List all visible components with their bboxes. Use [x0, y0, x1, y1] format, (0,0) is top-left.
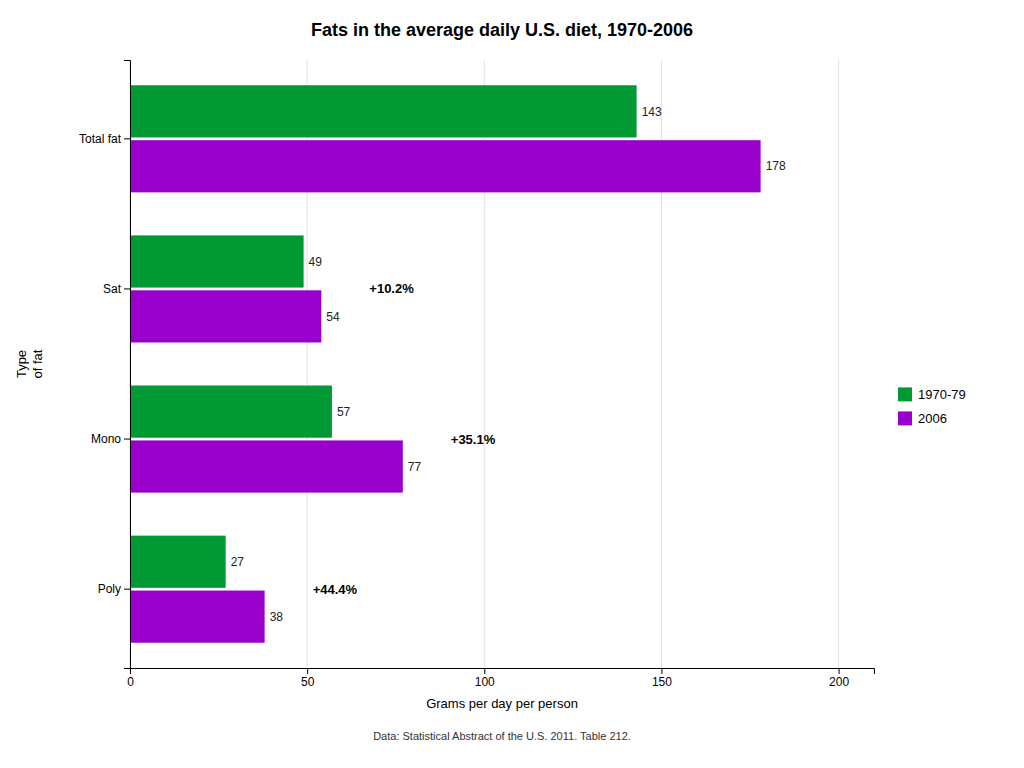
bar — [130, 536, 226, 588]
tick: Poly — [98, 582, 130, 596]
annotation: +10.2% — [369, 281, 414, 296]
legend: 1970-79 2006 — [898, 387, 966, 426]
bar — [130, 591, 265, 643]
tick-label: Sat — [103, 282, 122, 296]
annotation: +35.1% — [451, 432, 496, 447]
bar — [130, 85, 637, 137]
annotation: +44.4% — [313, 582, 358, 597]
data-label: 54 — [326, 310, 340, 324]
bar — [130, 440, 403, 492]
note: Data: Statistical Abstract of the U.S. 2… — [373, 730, 631, 742]
annotations: +10.2% +35.1% +44.4% — [313, 281, 496, 596]
data-label: 57 — [337, 405, 351, 419]
bar — [130, 386, 332, 438]
tick: 200 — [829, 668, 849, 689]
legend-swatch — [898, 411, 912, 425]
bar — [130, 140, 761, 192]
tick-label: Mono — [91, 432, 121, 446]
tick-label: Total fat — [79, 132, 122, 146]
axis-line — [131, 669, 875, 675]
data-label: 27 — [231, 555, 245, 569]
tick: 50 — [301, 668, 315, 689]
legend-label: 2006 — [918, 411, 947, 426]
tick: 100 — [475, 668, 495, 689]
bar — [130, 235, 304, 287]
tick-mark — [307, 668, 308, 674]
bar — [130, 290, 321, 342]
data-label: 77 — [408, 460, 422, 474]
y-axis-label: Typeof fat — [14, 349, 45, 378]
tick: Sat — [103, 282, 130, 296]
tick-label: 150 — [652, 675, 672, 689]
grid — [130, 60, 839, 668]
tick: 150 — [652, 668, 672, 689]
tick-label: 50 — [301, 675, 315, 689]
legend-item: 2006 — [898, 411, 947, 426]
tick-mark — [661, 668, 662, 674]
tick-mark — [124, 138, 130, 139]
data-label: 38 — [270, 610, 284, 624]
x-axis: 0 50 100 150 200 — [127, 668, 874, 689]
bars — [130, 85, 761, 642]
tick: 0 — [127, 668, 134, 689]
chart: 143 49 57 27 178 54 77 38 0 50 100 150 200 Total fat S… — [0, 0, 1024, 768]
tick: Mono — [91, 432, 130, 446]
legend-label: 1970-79 — [918, 387, 966, 402]
tick-mark — [839, 668, 840, 674]
tick-mark — [124, 589, 130, 590]
tick-label: 200 — [829, 675, 849, 689]
x-axis-label: Grams per day per person — [426, 696, 578, 711]
data-label: 49 — [309, 255, 323, 269]
tick-mark — [124, 439, 130, 440]
plot: 143 49 57 27 178 54 77 38 0 50 100 150 200 Total fat S… — [79, 60, 875, 689]
tick: Total fat — [79, 132, 130, 146]
tick-mark — [124, 288, 130, 289]
data-label: 178 — [766, 159, 786, 173]
grid-line — [838, 60, 839, 668]
tick-label: 0 — [127, 675, 134, 689]
axis-line — [124, 61, 131, 669]
tick-label: 100 — [475, 675, 495, 689]
legend-swatch — [898, 387, 912, 401]
legend-item: 1970-79 — [898, 387, 966, 402]
data-label: 143 — [642, 105, 662, 119]
title: Fats in the average daily U.S. diet, 197… — [311, 20, 693, 40]
tick-mark — [484, 668, 485, 674]
data-labels: 143 49 57 27 178 54 77 38 — [231, 105, 786, 624]
tick-label: Poly — [98, 582, 121, 596]
y-axis: Total fat Sat Mono Poly — [79, 61, 131, 669]
